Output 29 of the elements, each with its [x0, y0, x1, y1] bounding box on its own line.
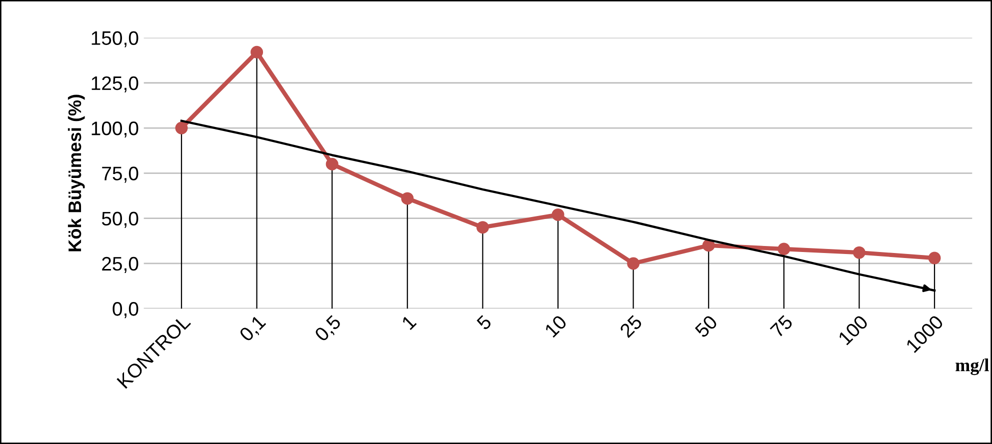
point — [928, 252, 941, 264]
x-tick-label: 5 — [476, 314, 492, 331]
y-tick-label: 25,0 — [102, 256, 138, 273]
point — [552, 208, 564, 221]
x-tick-label: 0,1 — [238, 314, 268, 344]
y-tick-label: 0,0 — [112, 302, 138, 318]
point — [778, 242, 790, 256]
y-tick-label: 125,0 — [92, 76, 138, 92]
y-tick-label: 75,0 — [102, 166, 138, 183]
point — [627, 257, 640, 270]
point — [326, 158, 338, 170]
point — [702, 239, 715, 252]
x-tick-label: 50 — [694, 314, 718, 338]
y-tick-label: 150,0 — [92, 31, 138, 48]
point — [175, 122, 188, 134]
y-axis-title: Kök Büyümesi (%) — [68, 94, 85, 252]
x-tick-label: 10 — [544, 314, 568, 338]
text: mg/l — [956, 358, 989, 376]
point — [852, 246, 866, 259]
point — [401, 192, 414, 205]
x-tick-label: 100 — [838, 314, 869, 346]
point — [250, 46, 264, 58]
x-tick-label: 75 — [770, 314, 794, 338]
y-tick-label: 50,0 — [102, 212, 138, 228]
y-tick-label: 100,0 — [92, 121, 138, 138]
x-tick-label: 1 — [401, 314, 417, 330]
x-tick-label: 25 — [619, 314, 643, 338]
point — [476, 221, 489, 234]
x-tick-label: 0,5 — [314, 314, 344, 344]
